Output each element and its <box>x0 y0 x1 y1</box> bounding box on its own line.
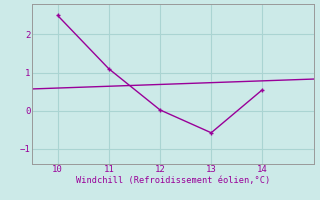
X-axis label: Windchill (Refroidissement éolien,°C): Windchill (Refroidissement éolien,°C) <box>76 176 270 185</box>
